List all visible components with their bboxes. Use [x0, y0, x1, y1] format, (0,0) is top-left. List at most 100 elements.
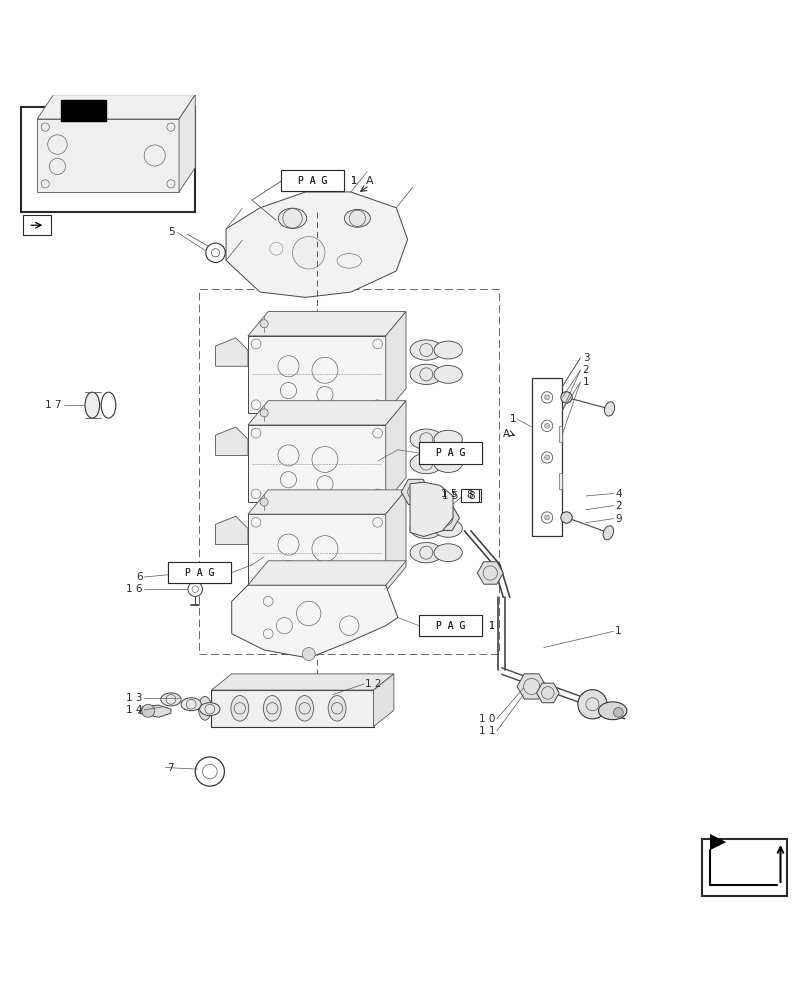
Ellipse shape: [181, 698, 201, 711]
Polygon shape: [373, 674, 393, 727]
Text: 1: 1: [488, 621, 494, 631]
Text: 1: 1: [350, 176, 357, 186]
Ellipse shape: [410, 518, 442, 539]
Circle shape: [577, 690, 607, 719]
Bar: [418, 442, 482, 464]
Polygon shape: [401, 479, 430, 505]
Text: P A G: P A G: [184, 568, 214, 578]
Text: P A G: P A G: [436, 621, 465, 631]
Polygon shape: [231, 585, 397, 658]
Bar: [559, 426, 562, 442]
Text: P A G: P A G: [436, 448, 465, 458]
Bar: [418, 615, 482, 636]
Ellipse shape: [344, 209, 370, 227]
Polygon shape: [247, 312, 406, 336]
Ellipse shape: [198, 696, 211, 720]
Ellipse shape: [603, 402, 614, 416]
Text: 1 1: 1 1: [478, 726, 495, 736]
Ellipse shape: [410, 364, 442, 384]
Polygon shape: [247, 336, 385, 413]
Ellipse shape: [433, 341, 461, 359]
Ellipse shape: [295, 696, 313, 721]
Bar: [418, 442, 482, 464]
Polygon shape: [477, 562, 503, 584]
Bar: [168, 562, 230, 583]
Text: 1: 1: [582, 377, 589, 387]
Text: 6: 6: [135, 572, 143, 582]
Polygon shape: [139, 705, 170, 717]
Polygon shape: [709, 834, 725, 850]
Circle shape: [260, 320, 268, 328]
Circle shape: [260, 498, 268, 506]
Polygon shape: [211, 674, 393, 690]
Polygon shape: [215, 338, 247, 366]
Ellipse shape: [230, 696, 248, 721]
Circle shape: [292, 237, 324, 269]
Bar: [199, 289, 499, 654]
Ellipse shape: [410, 543, 442, 563]
Text: 1 4: 1 4: [126, 705, 143, 715]
Circle shape: [613, 708, 623, 717]
Text: P A G: P A G: [436, 448, 465, 458]
Ellipse shape: [161, 693, 181, 706]
Circle shape: [560, 392, 572, 403]
Polygon shape: [414, 491, 443, 517]
Circle shape: [544, 515, 549, 520]
Circle shape: [544, 395, 549, 400]
Ellipse shape: [101, 392, 116, 418]
Ellipse shape: [410, 429, 442, 449]
Polygon shape: [430, 505, 459, 530]
Circle shape: [195, 757, 224, 786]
Ellipse shape: [200, 703, 220, 716]
Ellipse shape: [598, 702, 626, 720]
Ellipse shape: [433, 430, 461, 448]
Polygon shape: [385, 401, 406, 502]
Text: 2: 2: [615, 501, 621, 511]
Text: 1: 1: [509, 414, 516, 424]
Polygon shape: [247, 401, 406, 425]
Text: A: A: [503, 429, 510, 439]
Text: 1 0: 1 0: [478, 714, 495, 724]
Ellipse shape: [433, 519, 461, 537]
Polygon shape: [37, 95, 195, 119]
Circle shape: [302, 648, 315, 661]
Circle shape: [142, 704, 155, 717]
Bar: [701, 839, 786, 896]
Circle shape: [560, 512, 572, 523]
Polygon shape: [410, 482, 453, 536]
Ellipse shape: [328, 696, 345, 721]
Bar: [461, 489, 478, 502]
Text: P A G: P A G: [184, 568, 214, 578]
Polygon shape: [247, 561, 406, 585]
Ellipse shape: [433, 544, 461, 562]
Bar: [62, 100, 106, 121]
Text: 2: 2: [582, 365, 589, 375]
Text: A: A: [365, 176, 372, 186]
Text: 1 5: 1 5: [440, 489, 457, 499]
Text: P A G: P A G: [298, 176, 327, 186]
Circle shape: [188, 566, 201, 579]
Circle shape: [187, 582, 202, 596]
Bar: [281, 170, 344, 191]
Text: 1 7: 1 7: [45, 400, 62, 410]
Text: 8: 8: [468, 491, 474, 501]
Text: 1: 1: [488, 621, 494, 631]
Text: 4: 4: [615, 489, 621, 499]
Polygon shape: [215, 516, 247, 545]
Bar: [281, 170, 344, 191]
Bar: [418, 615, 482, 636]
Polygon shape: [385, 490, 406, 591]
Text: 1 2: 1 2: [365, 679, 381, 689]
Text: 8: 8: [466, 490, 473, 500]
Polygon shape: [247, 425, 385, 502]
Bar: [21, 107, 195, 212]
Circle shape: [544, 423, 549, 428]
Ellipse shape: [603, 526, 613, 540]
Polygon shape: [215, 427, 247, 455]
Polygon shape: [385, 312, 406, 413]
Circle shape: [544, 455, 549, 460]
Text: 1: 1: [350, 176, 357, 186]
Bar: [37, 119, 178, 192]
Text: P A G: P A G: [298, 176, 327, 186]
Text: 7: 7: [167, 763, 174, 773]
